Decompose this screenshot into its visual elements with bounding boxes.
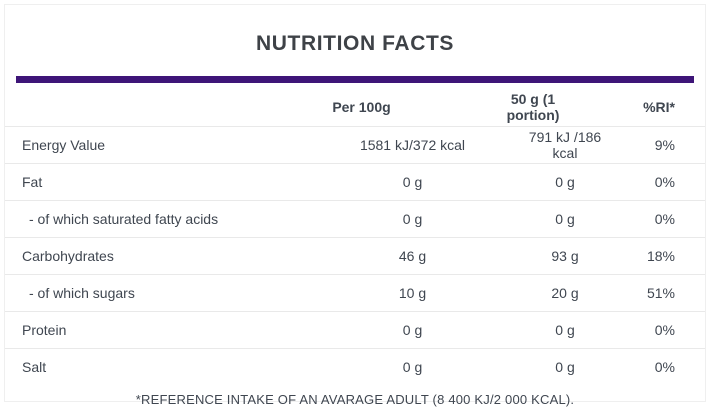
value-per-portion: 20 g <box>551 285 579 301</box>
value-per-100g: 46 g <box>398 248 427 264</box>
accent-divider <box>16 76 694 83</box>
column-header-per-portion: 50 g (1 portion) <box>506 90 560 123</box>
nutrition-table: Per 100g 50 g (1 portion) %RI* Energy Va… <box>5 87 705 385</box>
value-per-portion: 0 g <box>555 359 575 375</box>
value-ri: 0% <box>654 211 675 227</box>
value-ri: 0% <box>654 322 675 338</box>
table-row-sugars: - of which sugars 10 g 20 g 51% <box>5 275 705 312</box>
value-per-portion: 791 kJ /186 kcal <box>528 129 602 161</box>
value-ri: 51% <box>646 285 675 301</box>
table-header-row: Per 100g 50 g (1 portion) %RI* <box>5 87 705 127</box>
value-per-100g: 0 g <box>402 359 423 375</box>
table-row-energy-value: Energy Value 1581 kJ/372 kcal 791 kJ /18… <box>5 127 705 164</box>
row-label: Fat <box>22 174 43 190</box>
nutrition-facts-card: NUTRITION FACTS Per 100g 50 g (1 portion… <box>4 4 706 407</box>
value-ri: 0% <box>654 174 675 190</box>
table-row-saturated-fatty-acids: - of which saturated fatty acids 0 g 0 g… <box>5 201 705 238</box>
value-per-100g: 0 g <box>402 211 423 227</box>
value-ri: 9% <box>654 137 675 153</box>
row-label: - of which sugars <box>29 285 135 301</box>
table-row-fat: Fat 0 g 0 g 0% <box>5 164 705 201</box>
value-per-portion: 0 g <box>555 322 575 338</box>
table-row-salt: Salt 0 g 0 g 0% <box>5 349 705 385</box>
row-label: - of which saturated fatty acids <box>29 211 219 227</box>
row-label: Energy Value <box>22 137 106 153</box>
value-per-100g: 0 g <box>402 174 423 190</box>
column-header-ri: %RI* <box>643 98 675 115</box>
table-row-carbohydrates: Carbohydrates 46 g 93 g 18% <box>5 238 705 275</box>
row-label: Protein <box>22 322 67 338</box>
value-per-100g: 1581 kJ/372 kcal <box>359 137 466 153</box>
column-header-per-100g: Per 100g <box>332 98 391 115</box>
value-per-portion: 0 g <box>555 174 575 190</box>
page-title: NUTRITION FACTS <box>256 32 454 55</box>
table-row-protein: Protein 0 g 0 g 0% <box>5 312 705 349</box>
row-label: Carbohydrates <box>22 248 114 264</box>
value-per-portion: 93 g <box>551 248 579 264</box>
value-ri: 18% <box>646 248 675 264</box>
value-ri: 0% <box>654 359 675 375</box>
row-label: Salt <box>22 359 47 375</box>
value-per-100g: 10 g <box>398 285 427 301</box>
value-per-100g: 0 g <box>402 322 423 338</box>
reference-intake-footnote: *REFERENCE INTAKE OF AN AVARAGE ADULT (8… <box>135 392 575 407</box>
value-per-portion: 0 g <box>555 211 575 227</box>
